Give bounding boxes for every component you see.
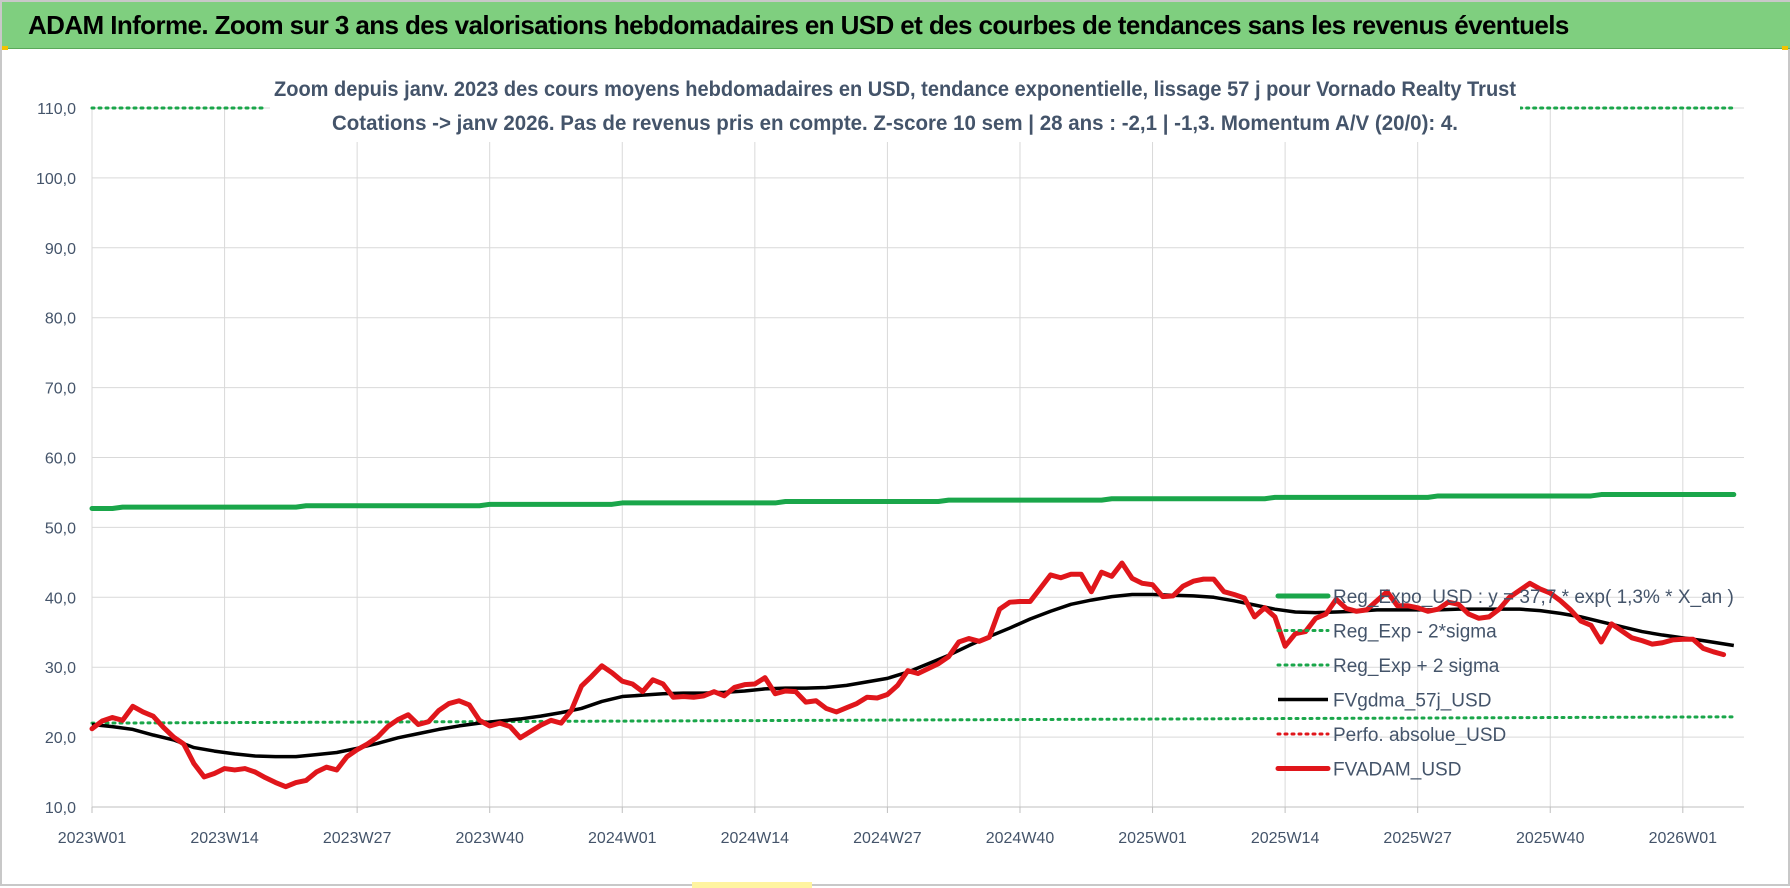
legend-label: Reg_Exp - 2*sigma xyxy=(1333,622,1497,643)
y-tick-label: 50,0 xyxy=(45,520,76,537)
x-axis-ticks: 2023W01 2023W14 2023W27 2023W40 2024W01 2024W… xyxy=(58,830,1717,847)
bottom-marker xyxy=(692,882,812,888)
series-reg-exp-2-sigma-line xyxy=(90,715,1736,725)
banner-title: ADAM Informe. Zoom sur 3 ans des valoris… xyxy=(28,10,1569,40)
title-background xyxy=(270,70,1520,142)
x-tick-label: 2023W40 xyxy=(455,830,524,847)
series-reg-expo-usd-y-37-7-exp-1-3-x-an-line xyxy=(89,492,1737,512)
y-axis-ticks: 10,0 20,0 30,0 40,0 50,0 60,0 70,0 80,0 90,0 100,… xyxy=(36,101,76,817)
x-tick-label: 2025W14 xyxy=(1251,830,1320,847)
x-tick-label: 2025W01 xyxy=(1118,830,1187,847)
series-layer xyxy=(89,106,1737,790)
x-tick-label: 2024W01 xyxy=(588,830,657,847)
corner-marker-right xyxy=(1782,46,1788,50)
x-gridlines xyxy=(91,108,1744,813)
legend: Reg_Expo_USD : y = 37,7 * exp( 1,3% * X_… xyxy=(1275,587,1734,781)
y-tick-label: 20,0 xyxy=(45,730,76,747)
y-tick-label: 70,0 xyxy=(45,381,76,398)
chart-title: Zoom depuis janv. 2023 des cours moyens … xyxy=(274,78,1516,101)
x-tick-label: 2023W14 xyxy=(190,830,259,847)
series-fvadam-usd-line xyxy=(89,560,1727,790)
chart-subtitle: Cotations -> janv 2026. Pas de revenus p… xyxy=(332,112,1458,135)
y-tick-label: 100,0 xyxy=(36,171,76,188)
x-tick-label: 2025W27 xyxy=(1383,830,1452,847)
x-tick-label: 2024W40 xyxy=(986,830,1055,847)
y-tick-label: 110,0 xyxy=(37,101,76,118)
legend-label: Reg_Exp + 2 sigma xyxy=(1333,656,1500,677)
y-tick-label: 40,0 xyxy=(45,590,76,607)
x-tick-label: 2024W14 xyxy=(721,830,790,847)
banner: ADAM Informe. Zoom sur 3 ans des valoris… xyxy=(2,2,1790,49)
y-tick-label: 90,0 xyxy=(45,241,76,258)
legend-label: FVADAM_USD xyxy=(1333,760,1461,781)
x-tick-label: 2026W01 xyxy=(1649,830,1718,847)
y-tick-label: 10,0 xyxy=(45,800,76,817)
legend-label: Perfo. absolue_USD xyxy=(1333,725,1506,746)
x-tick-label: 2024W27 xyxy=(853,830,922,847)
y-tick-label: 60,0 xyxy=(45,451,76,468)
legend-label: FVgdma_57j_USD xyxy=(1333,691,1491,712)
x-tick-label: 2025W40 xyxy=(1516,830,1585,847)
x-tick-label: 2023W27 xyxy=(323,830,392,847)
y-gridlines xyxy=(92,107,1744,808)
y-tick-label: 80,0 xyxy=(45,311,76,328)
corner-marker-left xyxy=(2,46,8,50)
y-tick-label: 30,0 xyxy=(45,660,76,677)
legend-label: Reg_Expo_USD : y = 37,7 * exp( 1,3% * X_… xyxy=(1333,587,1734,608)
x-tick-label: 2023W01 xyxy=(58,830,127,847)
